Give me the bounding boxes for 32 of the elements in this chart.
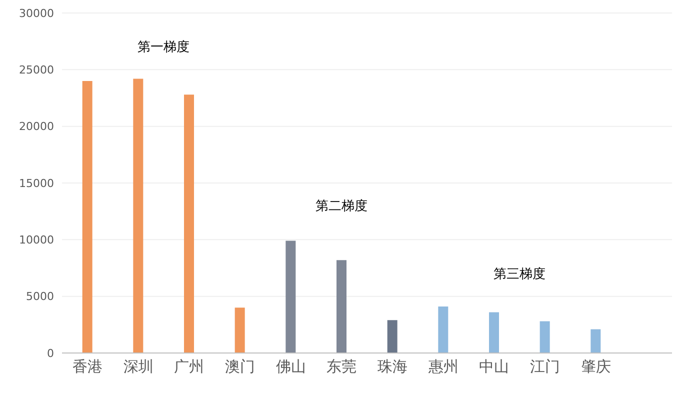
x-tick-label: 江门	[530, 358, 560, 376]
bar	[133, 78, 144, 353]
bar	[286, 240, 296, 353]
bar	[540, 321, 550, 353]
x-tick-label: 肇庆	[580, 358, 611, 376]
x-tick-label: 佛山	[276, 358, 306, 376]
bar	[336, 260, 346, 353]
y-tick-label: 10000	[19, 234, 54, 247]
x-tick-label: 中山	[479, 358, 510, 376]
y-tick-label: 0	[47, 346, 54, 360]
bar	[590, 329, 601, 353]
annotation: 第一梯度	[136, 39, 191, 56]
x-tick-label: 深圳	[123, 358, 154, 376]
y-tick-label: 25000	[19, 64, 54, 77]
x-tick-label: 珠海	[377, 358, 408, 376]
x-tick-label: 惠州	[427, 358, 458, 376]
bar	[387, 320, 398, 353]
x-tick-label: 东莞	[326, 358, 357, 376]
x-tick-label: 广州	[174, 358, 204, 376]
annotation: 第三梯度	[492, 266, 546, 283]
bar	[489, 312, 499, 353]
bar	[82, 81, 92, 353]
bar	[234, 308, 245, 353]
y-tick-label: 20000	[19, 120, 54, 134]
annotation: 第二梯度	[314, 198, 369, 215]
bar	[184, 94, 194, 353]
bar	[438, 306, 448, 353]
y-tick-label: 5000	[26, 290, 54, 304]
y-tick-label: 15000	[19, 176, 54, 190]
x-tick-label: 澳门	[224, 358, 255, 376]
x-tick-label: 香港	[72, 358, 102, 376]
y-tick-label: 30000	[19, 6, 54, 20]
